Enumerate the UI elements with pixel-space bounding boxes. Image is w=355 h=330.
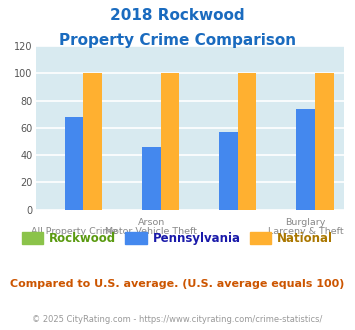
Text: © 2025 CityRating.com - https://www.cityrating.com/crime-statistics/: © 2025 CityRating.com - https://www.city… — [32, 315, 323, 324]
Text: Compared to U.S. average. (U.S. average equals 100): Compared to U.S. average. (U.S. average … — [10, 279, 345, 289]
Bar — [296, 109, 315, 210]
Text: Motor Vehicle Theft: Motor Vehicle Theft — [105, 227, 197, 236]
Bar — [219, 132, 238, 210]
Text: Arson: Arson — [138, 218, 165, 227]
Bar — [83, 74, 102, 210]
Bar — [160, 74, 179, 210]
Text: All Property Crime: All Property Crime — [31, 227, 118, 236]
Text: Burglary: Burglary — [285, 218, 326, 227]
Bar — [142, 147, 160, 210]
Legend: Rockwood, Pennsylvania, National: Rockwood, Pennsylvania, National — [17, 227, 338, 250]
Text: Property Crime Comparison: Property Crime Comparison — [59, 33, 296, 48]
Text: Larceny & Theft: Larceny & Theft — [268, 227, 344, 236]
Text: 2018 Rockwood: 2018 Rockwood — [110, 8, 245, 23]
Bar — [238, 74, 256, 210]
Bar — [315, 74, 334, 210]
Bar — [65, 117, 83, 210]
